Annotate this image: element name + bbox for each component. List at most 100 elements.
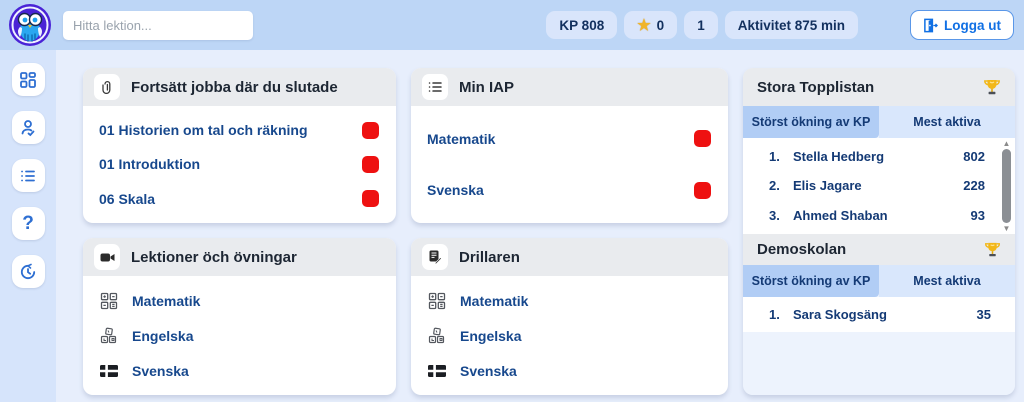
level-badge: 1	[684, 11, 718, 39]
sidebar-item-lessons[interactable]	[11, 159, 45, 192]
subject-label: Svenska	[460, 363, 517, 380]
scroll-up-arrow[interactable]: ▲	[1002, 139, 1011, 148]
score-value: 35	[976, 307, 991, 322]
dashboard-icon	[20, 71, 36, 88]
leaderboard-row: 3. Ahmed Shaban 93	[743, 208, 1015, 223]
swedish-flag-icon	[427, 365, 446, 378]
status-marker-red	[362, 155, 379, 173]
rank: 3.	[769, 207, 780, 223]
star-icon: ★	[637, 17, 651, 34]
subject-label: Engelska	[460, 328, 522, 345]
video-camera-icon	[94, 244, 120, 270]
sidebar-item-dashboard[interactable]	[11, 63, 45, 96]
status-marker-red	[362, 190, 379, 208]
big-leaderboard-tabs: Störst ökning av KP Mest aktiva	[743, 106, 1015, 138]
kp-badge-label: KP 808	[559, 17, 605, 33]
logout-label: Logga ut	[944, 17, 1001, 33]
abc-blocks-icon	[427, 327, 446, 345]
activity-label: Aktivitet 875 min	[737, 17, 845, 33]
subject-label: Matematik	[132, 292, 201, 309]
status-marker-red	[362, 121, 379, 139]
big-leaderboard-list: 1. Stella Hedberg 802 2. Elis Jagare 228…	[743, 138, 1015, 234]
sidebar-item-students[interactable]	[11, 111, 45, 144]
kp-badge: KP 808	[546, 11, 618, 39]
iap-item[interactable]: Svenska	[411, 181, 728, 199]
student-name: Stella Hedberg	[793, 149, 885, 165]
card-lessons-header: Lektioner öch övningar	[83, 238, 396, 276]
student-name: Elis Jagare	[793, 178, 862, 194]
tab-most-active-label: Mest aktiva	[913, 115, 981, 129]
owl-logo[interactable]	[8, 3, 52, 47]
history-clock-icon	[20, 263, 36, 279]
search-input[interactable]	[63, 10, 253, 40]
card-lessons-title: Lektioner öch övningar	[131, 248, 297, 266]
swedish-flag-icon	[99, 365, 118, 378]
tab-most-active-school[interactable]: Mest aktiva	[879, 265, 1015, 297]
continue-item[interactable]: 01 Historien om tal och räkning	[83, 121, 396, 139]
score-value: 228	[963, 178, 985, 194]
iap-item-label: Matematik	[427, 130, 496, 147]
continue-item-label: 06 Skala	[99, 190, 156, 207]
subject-svenska[interactable]: Svenska	[411, 363, 728, 379]
iap-item[interactable]: Matematik	[411, 130, 728, 148]
scroll-thumb[interactable]	[1002, 149, 1011, 223]
activity-badge: Aktivitet 875 min	[724, 11, 858, 39]
level-value: 1	[697, 17, 705, 33]
card-min-iap-list: Matematik Svenska	[411, 106, 728, 223]
iap-item-label: Svenska	[427, 182, 484, 199]
rank: 2.	[769, 178, 780, 194]
scrollbar[interactable]: ▲ ▼	[1000, 138, 1013, 234]
continue-item[interactable]: 06 Skala	[83, 190, 396, 208]
subject-svenska[interactable]: Svenska	[83, 363, 396, 379]
sidebar: ?	[0, 50, 56, 402]
worksheet-pencil-icon	[422, 244, 448, 270]
sidebar-item-history[interactable]	[11, 255, 45, 288]
status-marker-red	[694, 181, 711, 199]
subject-engelska[interactable]: Engelska	[411, 327, 728, 345]
card-drillaren: Drillaren Matemati	[411, 238, 728, 395]
scroll-down-arrow[interactable]: ▼	[1002, 224, 1011, 233]
rank: 1.	[769, 149, 780, 165]
subject-label: Svenska	[132, 363, 189, 380]
tab-kp-increase[interactable]: Störst ökning av KP	[743, 106, 879, 138]
trophy-icon	[984, 80, 1000, 95]
calculator-icon	[427, 292, 446, 310]
leaderboard-row: 1. Stella Hedberg 802	[743, 149, 1015, 164]
tab-most-active[interactable]: Mest aktiva	[879, 106, 1015, 138]
card-lessons-exercises: Lektioner öch övningar	[83, 238, 396, 395]
continue-item-label: 01 Historien om tal och räkning	[99, 122, 308, 139]
leaderboard-panel: Stora Topplistan Störst ökning av KP M	[743, 68, 1015, 395]
stats-badges: KP 808 ★ 0 1 Aktivitet 875 min	[546, 11, 858, 39]
exit-door-icon	[924, 18, 938, 32]
subject-engelska[interactable]: Engelska	[83, 327, 396, 345]
tab-kp-increase-school[interactable]: Störst ökning av KP	[743, 265, 879, 297]
owl-logo-icon	[9, 4, 51, 46]
rank: 1.	[769, 307, 780, 322]
card-continue-title: Fortsätt jobba där du slutade	[131, 78, 338, 96]
school-leaderboard-tabs: Störst ökning av KP Mest aktiva	[743, 265, 1015, 297]
card-continue-list: 01 Historien om tal och räkning 01 Intro…	[83, 106, 396, 223]
card-min-iap-header: Min IAP	[411, 68, 728, 106]
subject-label: Matematik	[460, 292, 529, 309]
student-name: Ahmed Shaban	[793, 207, 888, 223]
logout-button[interactable]: Logga ut	[910, 10, 1014, 40]
card-drillaren-title: Drillaren	[459, 248, 520, 266]
score-value: 802	[963, 149, 985, 165]
card-lessons-list: Matematik Engelska	[83, 276, 396, 395]
stars-badge: ★ 0	[624, 11, 678, 39]
school-leaderboard-title: Demoskolan	[757, 241, 847, 258]
continue-item[interactable]: 01 Introduktion	[83, 155, 396, 173]
subject-matematik[interactable]: Matematik	[83, 292, 396, 310]
star-count: 0	[656, 17, 665, 33]
question-mark-icon: ?	[22, 213, 34, 234]
sidebar-item-help[interactable]: ?	[11, 207, 45, 240]
card-continue-header: Fortsätt jobba där du slutade	[83, 68, 396, 106]
tab-most-active-school-label: Mest aktiva	[913, 274, 981, 288]
leaderboard-row: 1. Sara Skogsäng 35	[743, 307, 1015, 322]
tab-kp-increase-label: Störst ökning av KP	[751, 115, 871, 129]
continue-item-label: 01 Introduktion	[99, 156, 201, 173]
panel-filler	[743, 332, 1015, 395]
card-drillaren-list: Matematik Engelska	[411, 276, 728, 395]
subject-matematik[interactable]: Matematik	[411, 292, 728, 310]
big-leaderboard-header: Stora Topplistan	[743, 68, 1015, 106]
